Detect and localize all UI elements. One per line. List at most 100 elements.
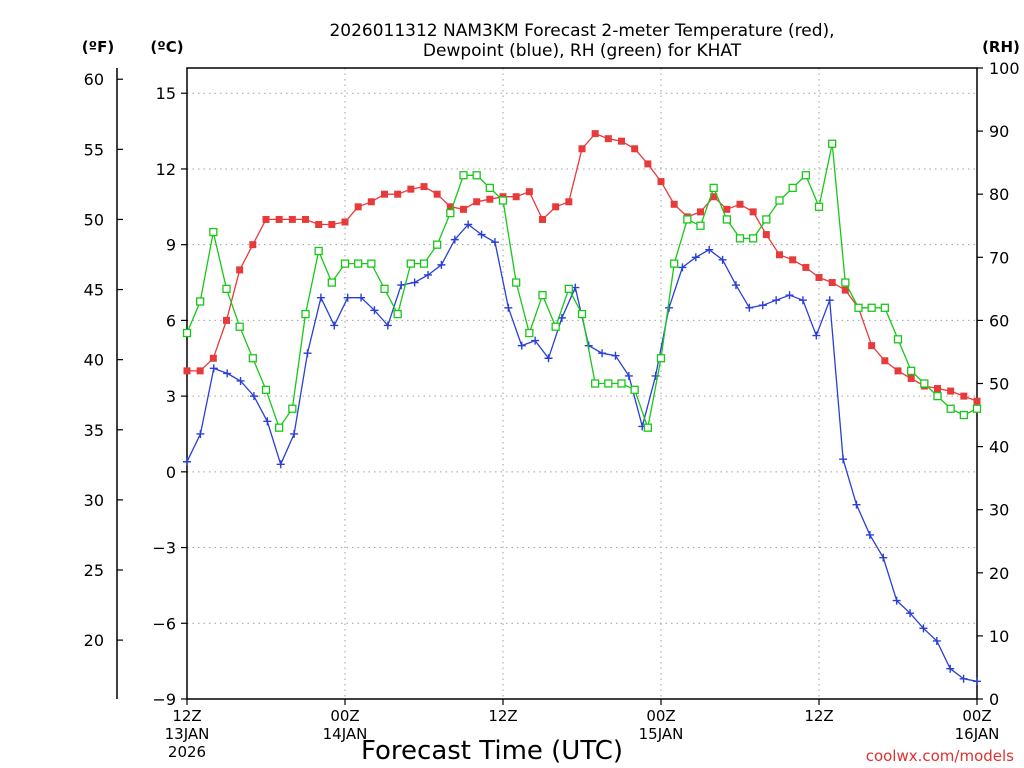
dewpoint-point — [410, 278, 419, 287]
celsius-tick-label: 6 — [166, 311, 176, 330]
fahrenheit-tick-label: 45 — [84, 281, 104, 300]
rh-point — [854, 303, 863, 312]
rh-tick-label: 70 — [989, 248, 1009, 267]
rh-point — [893, 335, 903, 344]
axes — [116, 67, 983, 705]
dewpoint-point — [450, 235, 459, 244]
temperature-point — [762, 231, 770, 239]
dewpoint-point — [424, 270, 433, 279]
rh-point — [683, 215, 692, 224]
temperature-point — [670, 200, 678, 208]
temperature-point — [302, 215, 309, 223]
rh-point — [512, 278, 521, 287]
dewpoint-point — [464, 220, 473, 229]
chart-subtitle: Dewpoint (blue), RH (green) for KHAT — [423, 41, 742, 61]
rh-point — [709, 183, 718, 193]
temperature-point — [262, 215, 270, 223]
temperature-point — [209, 354, 217, 362]
celsius-tick-label: −6 — [152, 614, 176, 633]
rh-point — [538, 291, 547, 300]
x-tick-label: 00Z — [962, 707, 991, 725]
celsius-tick-label: 3 — [166, 387, 176, 406]
rh-tick-label: 30 — [989, 501, 1009, 520]
dewpoint-point — [263, 417, 272, 426]
fahrenheit-tick-label: 35 — [84, 421, 104, 440]
temperature-point — [960, 392, 968, 400]
dewpoint-point — [798, 296, 807, 305]
dewpoint-point — [370, 306, 379, 315]
dewpoint-point — [624, 371, 633, 380]
dewpoint-point — [276, 460, 285, 469]
temperature-point — [460, 205, 467, 213]
celsius-tick-label: −3 — [152, 539, 176, 558]
dewpoint-point — [919, 624, 928, 633]
dewpoint-point — [705, 245, 714, 254]
rh-point — [670, 259, 679, 268]
rh-point — [814, 202, 824, 211]
temperature-point — [604, 135, 612, 143]
temperature-point — [841, 286, 849, 294]
dewpoint-point — [437, 260, 446, 269]
rh-point — [182, 328, 192, 338]
dewpoint-point — [303, 349, 312, 358]
rh-point — [920, 379, 929, 388]
dewpoint-point — [745, 303, 754, 312]
x-axis-label: Forecast Time (UTC) — [361, 736, 623, 766]
x-tick-label: 00Z — [330, 707, 359, 725]
x-tick-label: 2026 — [168, 743, 206, 761]
temperature-point — [618, 137, 625, 145]
temperature-point — [789, 256, 797, 264]
rh-point — [762, 215, 771, 224]
dewpoint-point — [879, 553, 888, 562]
dewpoint-line — [186, 223, 978, 682]
dewpoint-point — [196, 429, 205, 438]
celsius-tick-label: 9 — [166, 236, 176, 255]
rh-point — [841, 278, 850, 287]
rh-tick-label: 60 — [989, 311, 1009, 330]
rh-point — [801, 171, 810, 180]
rh-point — [419, 259, 429, 268]
rh-point — [354, 259, 363, 268]
dewpoint-point — [839, 455, 848, 464]
rh-tick-label: 90 — [989, 122, 1009, 141]
rh-point — [327, 278, 336, 287]
temperature-point — [907, 374, 915, 382]
dewpoint-point — [852, 500, 861, 509]
rh-point — [722, 215, 731, 224]
rh-point — [828, 139, 837, 148]
fahrenheit-tick-label: 20 — [84, 631, 104, 650]
fahrenheit-tick-label: 50 — [84, 210, 104, 229]
rh-tick-label: 0 — [989, 690, 999, 709]
temperature-point — [223, 316, 230, 324]
celsius-tick-label: 12 — [156, 160, 176, 179]
dewpoint-point — [383, 321, 392, 330]
rh-point — [340, 259, 350, 268]
temperature-point — [710, 193, 718, 201]
rh-point — [880, 303, 889, 312]
rh-point — [577, 309, 587, 319]
fahrenheit-tick-label: 30 — [84, 491, 104, 510]
rh-point — [933, 391, 942, 401]
rh-point — [775, 196, 784, 205]
rh-point — [946, 404, 955, 413]
fahrenheit-tick-label: 60 — [84, 70, 104, 89]
temperature-line — [187, 132, 978, 402]
rh-point — [788, 183, 797, 193]
rh-point — [261, 385, 271, 394]
temperature-point — [473, 198, 481, 206]
dewpoint-point — [517, 341, 526, 350]
rh-point — [630, 385, 639, 394]
dewpoint-point — [959, 674, 968, 683]
temperature-point — [328, 220, 336, 228]
rh-point — [459, 171, 468, 180]
rh-point — [367, 259, 376, 268]
gridlines — [186, 68, 978, 700]
rh-unit-label: (RH) — [982, 38, 1020, 56]
temperature-point — [749, 208, 757, 216]
rh-point — [696, 221, 705, 230]
plot-frame — [186, 67, 978, 700]
credit-text: coolwx.com/models — [866, 747, 1014, 765]
rh-point — [498, 196, 508, 205]
tick-labels: −9 −6 −3 0 3 6 9 12 15 20 25 30 35 40 45 50 55 60 0 10 20 30 4… — [84, 59, 1020, 761]
temperature-point — [552, 203, 560, 211]
